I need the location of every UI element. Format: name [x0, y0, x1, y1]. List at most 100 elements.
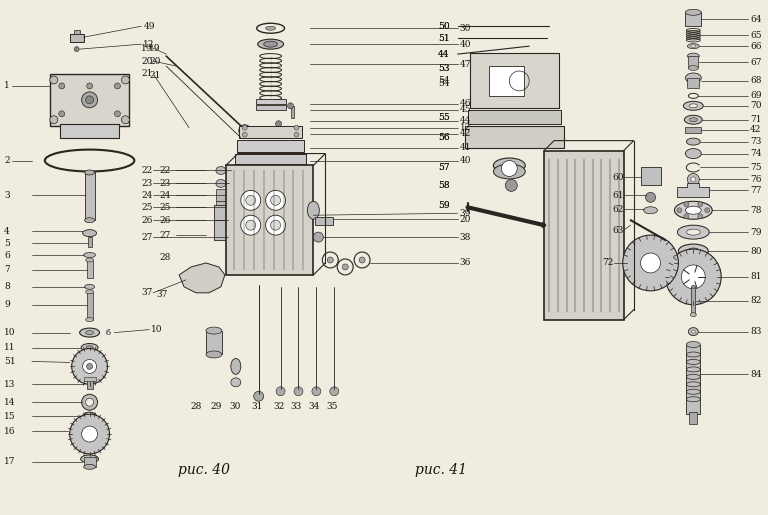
Circle shape [276, 121, 282, 127]
Text: 50: 50 [438, 22, 449, 31]
Text: 30: 30 [229, 402, 240, 410]
Text: 14: 14 [4, 398, 15, 407]
Ellipse shape [644, 207, 657, 214]
Circle shape [85, 412, 94, 420]
Text: 63: 63 [612, 226, 624, 235]
Text: 26: 26 [141, 216, 153, 225]
Ellipse shape [685, 73, 701, 83]
Bar [687, 78, 700, 88]
Text: 46: 46 [459, 99, 471, 108]
Bar [84, 457, 95, 467]
Ellipse shape [687, 341, 700, 348]
Text: 20: 20 [149, 57, 161, 65]
Text: 8: 8 [4, 282, 10, 291]
Ellipse shape [84, 284, 94, 289]
Ellipse shape [266, 26, 276, 30]
Bar [468, 110, 561, 124]
Text: 66: 66 [750, 42, 762, 50]
Text: 56: 56 [438, 133, 449, 142]
Ellipse shape [307, 201, 319, 219]
Bar [256, 99, 286, 104]
Text: 2: 2 [4, 156, 10, 165]
Text: 42: 42 [750, 125, 761, 134]
Circle shape [641, 253, 660, 273]
Text: 35: 35 [326, 402, 338, 410]
Bar [206, 331, 222, 354]
Ellipse shape [678, 244, 708, 258]
Ellipse shape [684, 115, 702, 124]
Circle shape [505, 64, 513, 72]
Ellipse shape [85, 331, 94, 335]
Circle shape [698, 214, 703, 219]
Text: 11: 11 [4, 343, 15, 352]
Text: 80: 80 [750, 247, 762, 255]
Ellipse shape [688, 328, 698, 336]
Text: 22: 22 [159, 166, 170, 175]
Circle shape [681, 265, 705, 289]
Text: 79: 79 [750, 228, 762, 236]
Text: 3: 3 [4, 191, 10, 200]
Text: 47: 47 [459, 60, 471, 68]
Ellipse shape [83, 230, 97, 236]
Text: 68: 68 [750, 76, 762, 85]
Bar [84, 377, 95, 381]
Text: 50: 50 [438, 22, 449, 31]
Ellipse shape [685, 149, 701, 159]
Text: 4: 4 [4, 227, 10, 236]
Text: 74: 74 [750, 149, 762, 158]
Circle shape [687, 174, 700, 185]
Circle shape [246, 220, 256, 230]
Text: 40: 40 [459, 156, 471, 165]
Ellipse shape [84, 252, 95, 258]
Text: 51: 51 [438, 33, 449, 43]
Text: 59: 59 [438, 201, 449, 210]
Text: 27: 27 [141, 233, 153, 242]
Circle shape [270, 195, 280, 205]
Ellipse shape [684, 101, 703, 110]
Text: 41: 41 [459, 143, 471, 152]
Ellipse shape [83, 412, 97, 420]
Ellipse shape [690, 313, 697, 317]
Circle shape [502, 161, 518, 177]
Text: 27: 27 [159, 231, 170, 239]
Bar [290, 106, 294, 118]
Circle shape [343, 264, 348, 270]
Bar [216, 190, 226, 201]
Text: 40: 40 [459, 40, 471, 48]
Ellipse shape [86, 346, 93, 349]
Ellipse shape [81, 455, 98, 463]
Text: 57: 57 [438, 163, 449, 172]
Circle shape [359, 257, 365, 263]
Bar [239, 126, 303, 138]
Text: 84: 84 [750, 370, 762, 379]
Bar [690, 412, 697, 424]
Circle shape [87, 364, 93, 369]
Text: 28: 28 [190, 402, 202, 410]
Bar [60, 124, 120, 138]
Text: 37: 37 [141, 288, 153, 297]
Circle shape [59, 111, 65, 117]
Circle shape [270, 220, 280, 230]
Circle shape [294, 132, 299, 137]
Circle shape [329, 387, 339, 396]
Circle shape [287, 103, 293, 109]
Circle shape [691, 177, 696, 182]
Text: 21: 21 [149, 72, 161, 80]
Circle shape [698, 202, 703, 207]
Ellipse shape [493, 164, 525, 179]
Circle shape [50, 116, 58, 124]
Ellipse shape [685, 9, 701, 15]
Text: 6: 6 [4, 250, 10, 260]
Text: 7: 7 [4, 265, 10, 274]
Circle shape [242, 125, 247, 130]
Bar [87, 292, 93, 320]
Text: 67: 67 [750, 58, 762, 66]
Ellipse shape [674, 201, 712, 219]
Ellipse shape [231, 358, 241, 374]
Text: рис. 41: рис. 41 [415, 463, 467, 477]
Bar [469, 53, 559, 108]
Text: 45: 45 [459, 105, 472, 114]
Ellipse shape [84, 465, 95, 469]
Ellipse shape [687, 53, 700, 59]
Ellipse shape [206, 327, 222, 334]
